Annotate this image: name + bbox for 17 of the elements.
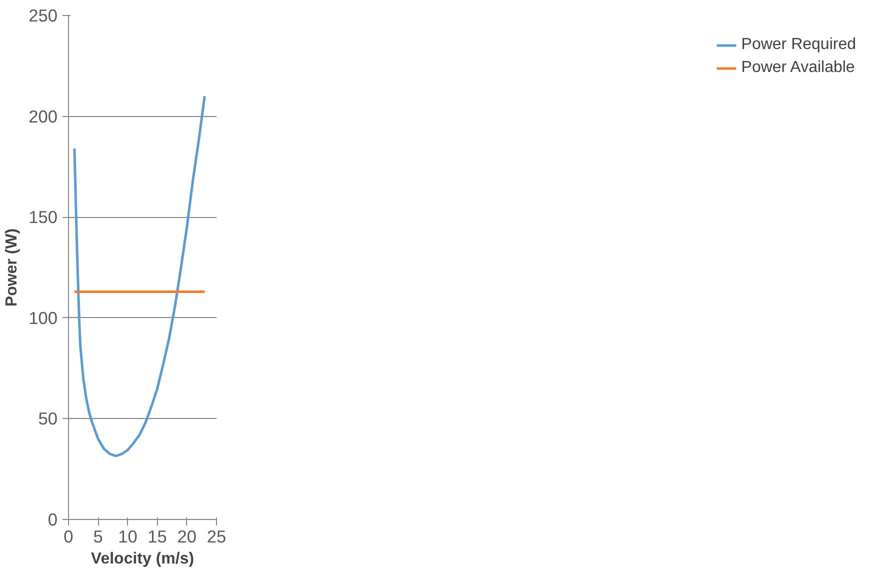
legend-label: Power Available	[741, 59, 855, 77]
y-tick-label: 50	[38, 408, 58, 429]
line-series	[73, 94, 206, 458]
y-axis-title: Power (W)	[4, 228, 21, 307]
y-tick-label: 250	[28, 6, 58, 26]
x-tick-label: 25	[206, 526, 226, 546]
y-tick-label: 0	[48, 510, 58, 530]
x-tick-label: 20	[177, 526, 197, 546]
legend-label: Power Required	[741, 36, 856, 54]
x-tick-label: 5	[93, 526, 103, 546]
y-tick-label: 200	[28, 106, 58, 126]
y-tick-label: 100	[28, 308, 58, 328]
y-tick-label: 150	[28, 207, 58, 228]
x-tick-label: 10	[118, 526, 138, 546]
x-tick-label: 0	[64, 526, 74, 546]
x-axis-title: Velocity (m/s)	[90, 550, 194, 568]
x-tick-label: 15	[148, 526, 167, 546]
